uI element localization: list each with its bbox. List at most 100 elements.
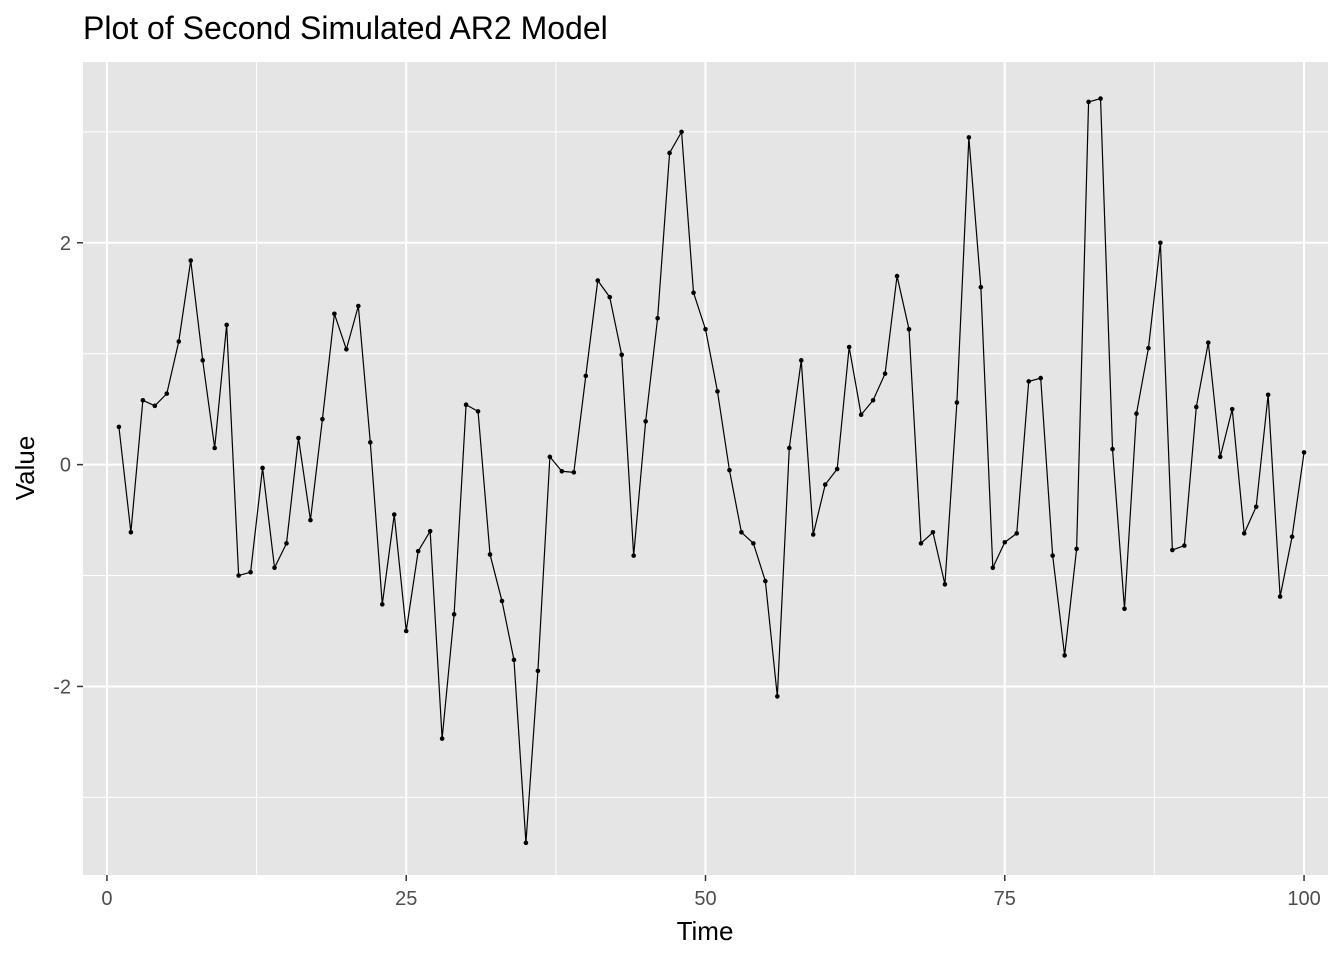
data-point <box>571 470 577 475</box>
data-point <box>655 315 660 321</box>
data-point <box>1170 547 1175 553</box>
data-point <box>116 424 122 430</box>
data-point <box>224 322 229 328</box>
data-point <box>751 541 756 546</box>
data-point <box>583 373 589 379</box>
data-point <box>1014 531 1020 536</box>
data-point <box>1229 406 1235 412</box>
data-point <box>164 391 170 396</box>
data-point <box>248 569 253 575</box>
y-tick-label: -2 <box>53 676 71 698</box>
chart-title: Plot of Second Simulated AR2 Model <box>83 10 608 46</box>
data-point <box>296 435 301 441</box>
data-point <box>1110 446 1115 452</box>
data-point <box>619 352 625 358</box>
data-point <box>308 517 313 523</box>
data-point <box>1038 375 1043 381</box>
data-point <box>679 129 684 135</box>
x-tick-label: 0 <box>101 888 112 910</box>
data-point <box>1074 546 1079 552</box>
data-point <box>1205 340 1211 345</box>
data-point <box>487 552 493 557</box>
y-tick-label: 2 <box>60 233 71 255</box>
data-point <box>200 358 206 363</box>
data-point <box>1134 411 1139 416</box>
data-point <box>739 529 744 535</box>
data-point <box>523 840 529 846</box>
data-point <box>559 468 565 474</box>
data-point <box>667 150 672 156</box>
data-point <box>439 736 445 741</box>
x-tick-label: 50 <box>694 888 716 910</box>
data-point <box>1265 392 1271 398</box>
data-point <box>547 454 553 460</box>
data-point <box>978 284 984 290</box>
series-line-group <box>118 97 1305 844</box>
data-point <box>703 327 708 332</box>
data-point <box>1241 531 1247 536</box>
data-point <box>1002 539 1008 545</box>
x-axis-title: Time <box>677 916 734 946</box>
data-point <box>918 541 924 546</box>
data-point <box>499 598 505 604</box>
data-point <box>1062 653 1067 658</box>
data-point <box>870 397 876 403</box>
data-point <box>140 397 146 403</box>
data-point <box>344 346 349 352</box>
major-gridlines <box>83 62 1328 875</box>
data-point <box>798 358 804 363</box>
data-point <box>427 528 433 534</box>
data-point <box>942 582 948 587</box>
data-point <box>1301 450 1307 455</box>
data-point <box>463 402 469 408</box>
data-point <box>786 445 792 451</box>
data-point <box>966 135 972 140</box>
data-point <box>882 371 888 376</box>
data-point <box>475 409 481 414</box>
data-point <box>858 412 864 418</box>
data-point <box>954 400 960 405</box>
x-tick-label: 75 <box>994 888 1016 910</box>
data-point <box>236 573 241 578</box>
data-point <box>810 532 816 537</box>
data-point <box>320 416 325 422</box>
data-point <box>1194 404 1199 410</box>
data-point <box>260 465 265 471</box>
data-point <box>846 344 852 350</box>
data-point <box>368 440 373 445</box>
data-point <box>834 466 840 472</box>
series-line <box>118 97 1305 844</box>
data-point <box>451 612 457 617</box>
data-point <box>894 273 900 279</box>
data-point <box>595 278 601 283</box>
data-point <box>1253 504 1259 510</box>
data-point <box>1158 240 1163 246</box>
data-point <box>1146 345 1151 351</box>
data-point <box>1122 606 1127 612</box>
data-point <box>727 467 732 473</box>
data-point <box>1098 96 1103 101</box>
data-point <box>284 541 289 546</box>
data-point <box>1277 594 1283 599</box>
data-point <box>1289 534 1295 540</box>
data-point <box>775 694 780 699</box>
data-point <box>272 565 277 571</box>
data-point <box>379 602 385 607</box>
data-point <box>1086 99 1091 105</box>
series-points-group <box>116 96 1307 846</box>
data-point <box>152 403 158 409</box>
data-point <box>715 389 720 394</box>
data-point <box>1050 553 1055 558</box>
data-point <box>1026 379 1032 384</box>
data-point <box>1182 543 1187 548</box>
y-axis: -2 0 2 <box>53 233 83 698</box>
data-point <box>535 668 541 674</box>
data-point <box>822 482 828 487</box>
x-axis: 0 25 50 75 100 <box>101 875 1321 910</box>
data-point <box>631 553 636 558</box>
data-point <box>176 339 182 344</box>
data-point <box>212 445 217 451</box>
data-point <box>128 529 134 535</box>
data-point <box>930 529 936 535</box>
